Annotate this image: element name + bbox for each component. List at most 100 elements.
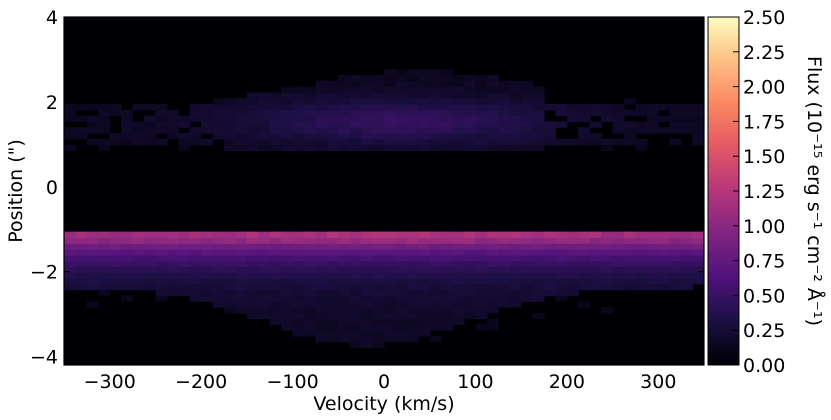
heatmap-cell: [292, 121, 305, 128]
heatmap-cell: [281, 127, 294, 134]
heatmap-cell: [235, 249, 248, 256]
heatmap-cell: [612, 237, 625, 244]
heatmap-cell: [498, 272, 511, 279]
heatmap-cell: [349, 295, 362, 302]
heatmap-cell: [269, 266, 282, 273]
heatmap-cell: [304, 249, 317, 256]
heatmap-cell: [246, 254, 259, 262]
heatmap-cell: [395, 260, 408, 267]
heatmap-cell: [224, 109, 237, 117]
heatmap-cell: [155, 283, 168, 291]
heatmap-cell: [692, 104, 704, 111]
heatmap-cell: [144, 249, 157, 256]
heatmap-cell: [315, 86, 328, 93]
heatmap-cell: [292, 295, 305, 302]
heatmap-cell: [384, 138, 397, 146]
heatmap-cell: [98, 231, 111, 238]
heatmap-cell: [224, 104, 237, 111]
heatmap-cell: [189, 278, 202, 285]
heatmap-cell: [269, 115, 282, 122]
heatmap-cell: [315, 278, 328, 285]
heatmap-cell: [395, 249, 408, 256]
heatmap-cell: [384, 254, 397, 262]
heatmap-cell: [532, 231, 545, 238]
heatmap-cell: [178, 278, 191, 285]
heatmap-cell: [692, 254, 704, 262]
heatmap-cell: [566, 231, 579, 238]
heatmap-cell: [464, 109, 477, 117]
heatmap-cell: [281, 237, 294, 244]
heatmap-cell: [372, 75, 385, 82]
heatmap-cell: [246, 231, 259, 238]
heatmap-cell: [361, 272, 374, 279]
heatmap-cell: [372, 133, 385, 140]
heatmap-cell: [441, 133, 454, 140]
heatmap-cell: [361, 104, 374, 111]
heatmap-cell: [166, 254, 179, 262]
heatmap-cell: [464, 144, 477, 151]
heatmap-cell: [338, 98, 351, 105]
heatmap-cell: [498, 104, 511, 111]
heatmap-cell: [246, 307, 259, 314]
heatmap-cell: [235, 127, 248, 134]
heatmap-cell: [361, 260, 374, 267]
heatmap-cell: [544, 127, 557, 134]
heatmap-cell: [326, 307, 339, 314]
heatmap-cell: [544, 133, 557, 140]
heatmap-cell: [372, 144, 385, 151]
heatmap-cell: [601, 260, 614, 267]
heatmap-cell: [269, 231, 282, 238]
heatmap-cell: [132, 231, 145, 238]
heatmap-cell: [532, 109, 545, 117]
heatmap-cell: [292, 254, 305, 262]
heatmap-cell: [555, 289, 568, 296]
heatmap-cell: [521, 231, 534, 238]
heatmap-cell: [224, 237, 237, 244]
heatmap-cell: [235, 254, 248, 262]
heatmap-cell: [692, 109, 704, 117]
heatmap-cell: [109, 237, 122, 244]
heatmap-cell: [418, 272, 431, 279]
heatmap-cell: [349, 249, 362, 256]
heatmap-cell: [624, 231, 637, 238]
heatmap-cell: [429, 318, 442, 325]
heatmap-cell: [292, 127, 305, 134]
heatmap-cell: [349, 324, 362, 331]
heatmap-cell: [509, 138, 522, 146]
heatmap-cell: [384, 318, 397, 325]
heatmap-cell: [189, 104, 202, 111]
heatmap-cell: [464, 243, 477, 250]
heatmap-cell: [384, 260, 397, 267]
heatmap-cell: [98, 249, 111, 256]
heatmap-cell: [384, 330, 397, 337]
heatmap-cell: [361, 92, 374, 99]
heatmap-cell: [64, 278, 77, 285]
heatmap-cell: [144, 272, 157, 279]
heatmap-cell: [601, 138, 614, 146]
heatmap-cell: [498, 127, 511, 134]
heatmap-cell: [406, 266, 419, 273]
heatmap-cell: [418, 80, 431, 88]
heatmap-cell: [441, 312, 454, 320]
heatmap-cell: [372, 98, 385, 105]
heatmap-cell: [189, 289, 202, 296]
heatmap-cell: [361, 243, 374, 250]
heatmap-cell: [441, 272, 454, 279]
heatmap-cell: [189, 283, 202, 291]
heatmap-cell: [509, 272, 522, 279]
heatmap-cell: [669, 121, 682, 128]
heatmap-cell: [212, 260, 225, 267]
heatmap-cell: [521, 86, 534, 93]
heatmap-cell: [338, 109, 351, 117]
heatmap-cell: [212, 283, 225, 291]
heatmap-cell: [224, 133, 237, 140]
heatmap-cell: [509, 86, 522, 93]
heatmap-cell: [304, 330, 317, 337]
heatmap-cell: [418, 138, 431, 146]
heatmap-cell: [109, 260, 122, 267]
heatmap-cell: [166, 266, 179, 273]
y-tick-label: 0: [46, 177, 58, 199]
heatmap-cell: [246, 278, 259, 285]
heatmap-cell: [121, 249, 134, 256]
heatmap-cell: [612, 254, 625, 262]
